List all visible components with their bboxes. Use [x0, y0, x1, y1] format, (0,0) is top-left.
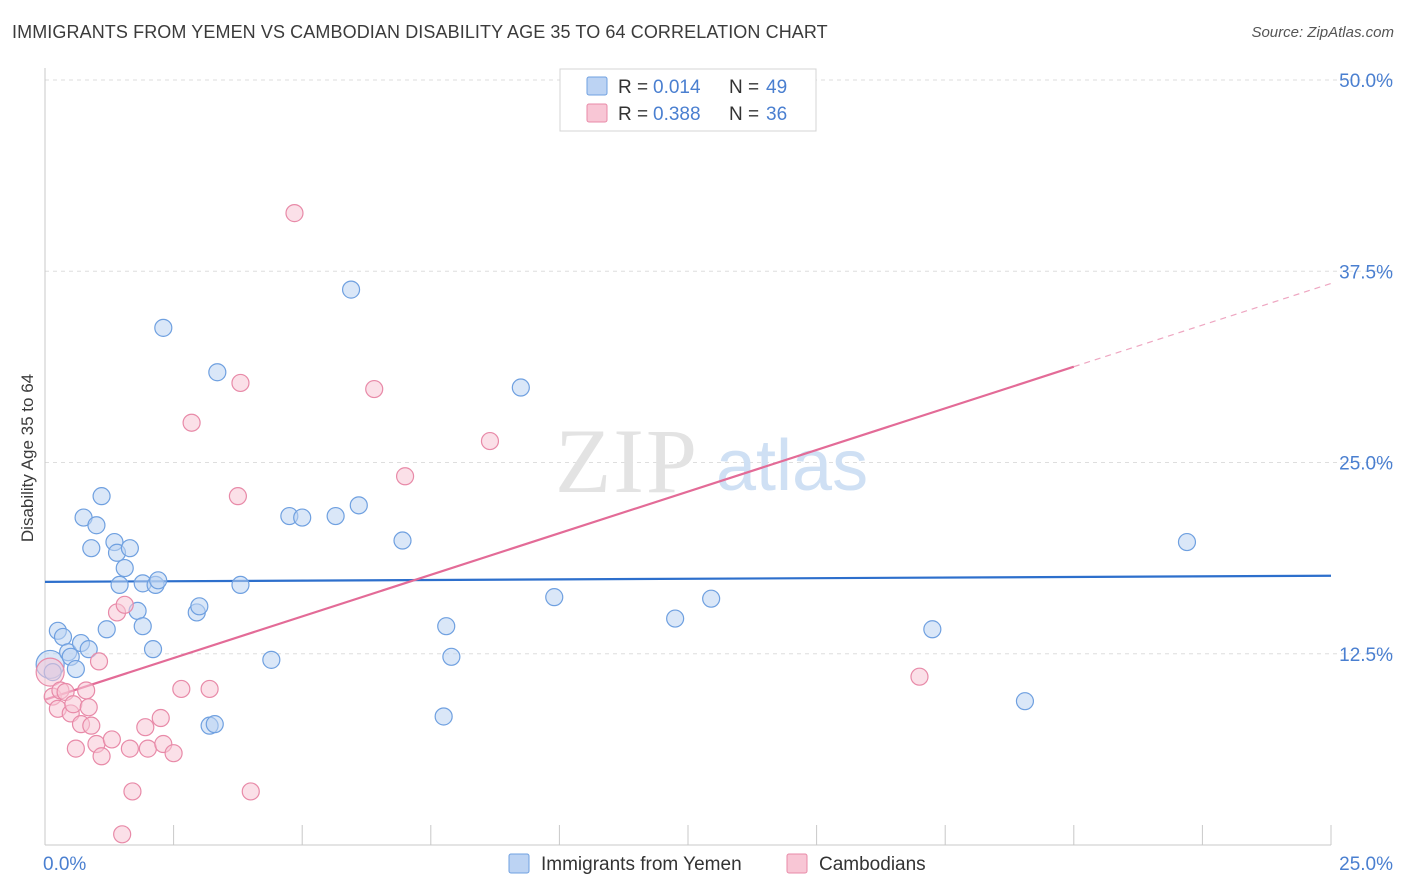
cambodian-point-36	[910, 667, 929, 686]
cambodian-point-18	[115, 595, 134, 614]
yemen-point-23	[149, 571, 168, 590]
cambodian-point-22	[138, 739, 157, 758]
cambodian-point-20	[123, 782, 142, 801]
y-tick-label-0: 12.5%	[1339, 645, 1393, 666]
legend-n-label-2: N =	[729, 104, 759, 125]
watermark-atlas: atlas	[716, 426, 868, 506]
legend-n-value-1: 49	[766, 77, 787, 98]
bottom-legend-swatch-pink	[786, 853, 808, 874]
yemen-point-38	[434, 707, 453, 726]
cambodian-point-28	[200, 679, 219, 699]
yemen-point-41	[511, 378, 530, 397]
source-label: Source: ZipAtlas.com	[1251, 24, 1394, 41]
yemen-point-24	[154, 318, 173, 337]
cambodian-point-32	[285, 204, 304, 223]
legend-n-value-2: 36	[766, 104, 787, 125]
cambodian-point-35	[480, 431, 500, 451]
yemen-point-17	[120, 539, 139, 558]
yemen-point-28	[205, 715, 224, 734]
yemen-point-33	[293, 508, 312, 527]
yemen-point-5	[66, 659, 85, 679]
cambodian-point-9	[77, 681, 96, 700]
chart-title: IMMIGRANTS FROM YEMEN VS CAMBODIAN DISAB…	[12, 22, 828, 42]
y-tick-label-3: 50.0%	[1339, 71, 1393, 92]
yemen-point-34	[326, 506, 345, 526]
cambodian-point-29	[228, 487, 247, 506]
y-tick-label-2: 37.5%	[1339, 262, 1393, 283]
cambodian-trend-extension	[1073, 282, 1332, 368]
y-tick-label-1: 25.0%	[1339, 454, 1393, 475]
yemen-point-40	[442, 647, 461, 666]
grid-lines	[45, 79, 1394, 655]
yemen-point-11	[92, 487, 111, 506]
cambodian-point-11	[82, 716, 101, 735]
x-tick-label-min: 0.0%	[43, 854, 86, 875]
series-legend: Immigrants from Yemen Cambodians	[508, 853, 926, 875]
yemen-point-31	[262, 650, 281, 669]
yemen-point-9	[82, 539, 101, 558]
cambodian-point-26	[172, 679, 191, 699]
yemen-point-26	[190, 597, 209, 616]
data-points	[35, 204, 1197, 844]
yemen-point-43	[666, 609, 685, 628]
legend-swatch-blue	[586, 76, 608, 96]
yemen-point-10	[87, 516, 106, 535]
yemen-point-36	[349, 496, 368, 515]
yemen-point-2	[53, 627, 73, 647]
bottom-legend-label-blue: Immigrants from Yemen	[541, 854, 742, 875]
trend-lines	[44, 282, 1332, 701]
cambodian-point-33	[365, 379, 384, 399]
yemen-point-45	[923, 620, 942, 639]
tick-labels: 12.5% 25.0% 37.5% 50.0% 0.0% 25.0%	[43, 71, 1393, 875]
yemen-point-8	[79, 640, 98, 659]
cambodian-point-34	[395, 467, 415, 486]
cambodian-point-27	[182, 413, 201, 432]
yemen-point-21	[143, 640, 163, 659]
cambodian-point-25	[164, 744, 183, 763]
legend-r-value-2: 0.388	[653, 104, 701, 125]
cambodian-point-0	[35, 657, 65, 687]
yemen-point-19	[133, 617, 152, 636]
yemen-point-30	[231, 575, 250, 595]
yemen-point-42	[545, 588, 564, 607]
legend-r-label-1: R =	[618, 77, 648, 98]
cambodian-point-30	[231, 373, 250, 393]
yemen-trend-line	[44, 574, 1332, 583]
cambodian-point-6	[64, 695, 83, 714]
legend-n-label-1: N =	[729, 77, 759, 98]
legend-swatch-pink	[586, 103, 608, 123]
legend-r-value-1: 0.014	[653, 77, 701, 98]
cambodian-point-13	[89, 652, 109, 671]
legend-r-label-2: R =	[618, 104, 648, 125]
cambodian-point-17	[113, 825, 132, 844]
yemen-point-47	[1177, 532, 1197, 552]
yemen-point-29	[208, 363, 227, 382]
bottom-legend-swatch-blue	[508, 853, 530, 874]
cambodian-point-7	[66, 739, 85, 758]
cambodian-point-23	[151, 708, 170, 728]
cambodian-point-14	[92, 747, 111, 766]
watermark-zip: ZIP	[555, 410, 699, 512]
watermark: ZIP atlas	[555, 410, 868, 512]
yemen-point-44	[702, 589, 721, 608]
cambodian-point-21	[136, 718, 155, 737]
cambodian-point-15	[102, 730, 121, 749]
cambodian-point-19	[120, 739, 139, 758]
bottom-legend-label-pink: Cambodians	[819, 854, 926, 875]
cambodian-trend-line	[44, 365, 1075, 701]
yemen-point-35	[341, 280, 361, 299]
axes	[44, 68, 1332, 846]
correlation-legend: R = 0.014 N = 49 R = 0.388 N = 36	[559, 68, 817, 132]
yemen-point-37	[393, 531, 412, 550]
yemen-point-39	[437, 617, 456, 636]
yemen-point-16	[115, 558, 134, 578]
yemen-point-46	[1015, 692, 1035, 711]
x-tick-label-max: 25.0%	[1339, 854, 1393, 875]
yemen-point-15	[110, 575, 129, 595]
yemen-point-12	[97, 620, 116, 639]
cambodian-point-10	[79, 698, 98, 717]
cambodian-point-31	[241, 782, 260, 801]
